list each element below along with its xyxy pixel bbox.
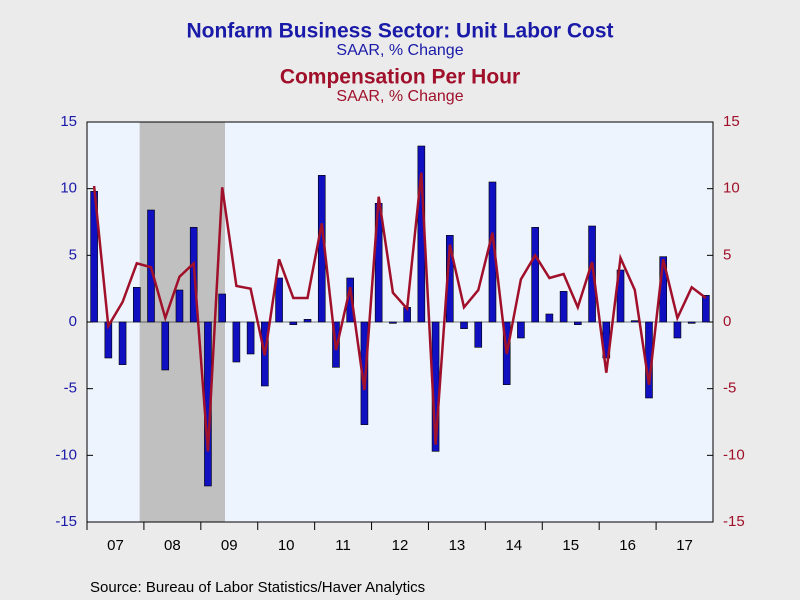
x-tick-label: 11 xyxy=(335,537,351,554)
y-tick-label: -10 xyxy=(55,446,77,463)
bar xyxy=(289,321,298,325)
bar xyxy=(246,321,255,355)
chart-subtitle-2: SAAR, % Change xyxy=(336,88,463,105)
x-tick-label: 15 xyxy=(562,537,579,554)
y-tick-label: 10 xyxy=(60,180,77,197)
y-tick-label: -5 xyxy=(64,380,77,397)
x-tick-label: 09 xyxy=(221,537,238,554)
x-tick-label: 16 xyxy=(619,537,636,554)
bar xyxy=(132,287,141,323)
bar xyxy=(460,321,468,329)
y-tick-label: -15 xyxy=(55,513,77,530)
y-tick-label: 15 xyxy=(60,113,77,130)
bar xyxy=(673,321,682,339)
y2-tick-label: -5 xyxy=(723,380,736,397)
x-tick-label: 07 xyxy=(107,537,124,554)
chart-title: Nonfarm Business Sector: Unit Labor Cost xyxy=(186,20,613,43)
x-tick-label: 13 xyxy=(449,537,466,554)
y-tick-label: 0 xyxy=(69,313,77,330)
y2-tick-label: 5 xyxy=(723,246,731,263)
bar xyxy=(232,321,241,363)
bar xyxy=(545,313,554,323)
bar xyxy=(687,321,696,324)
bar xyxy=(275,277,283,323)
bar xyxy=(118,321,127,365)
bar xyxy=(389,321,397,324)
y2-tick-label: 0 xyxy=(723,313,731,330)
chart-subtitle: SAAR, % Change xyxy=(336,42,463,59)
bar xyxy=(218,293,226,323)
bar xyxy=(531,227,539,323)
chart-title-2: Compensation Per Hour xyxy=(280,66,520,89)
y2-tick-label: -10 xyxy=(723,446,745,463)
bar xyxy=(474,321,483,348)
line xyxy=(92,172,707,452)
x-tick-label: 10 xyxy=(278,537,295,554)
x-tick-label: 12 xyxy=(392,537,409,554)
y2-tick-label: -15 xyxy=(723,513,745,530)
bar xyxy=(559,291,568,323)
x-tick-label: 14 xyxy=(505,537,522,554)
bar xyxy=(161,321,170,371)
bar xyxy=(303,319,312,323)
y2-tick-label: 10 xyxy=(723,180,740,197)
bar xyxy=(175,289,184,323)
y-tick-label: 5 xyxy=(69,246,77,263)
x-tick-label: 08 xyxy=(164,537,181,554)
bar xyxy=(702,295,710,323)
plot-frame xyxy=(86,121,714,523)
y2-tick-label: 15 xyxy=(723,113,740,130)
x-tick-label: 17 xyxy=(676,537,693,554)
bar xyxy=(517,321,525,339)
bar xyxy=(574,321,582,325)
bar xyxy=(630,320,639,323)
source: Source: Bureau of Labor Statistics/Haver… xyxy=(90,579,425,596)
